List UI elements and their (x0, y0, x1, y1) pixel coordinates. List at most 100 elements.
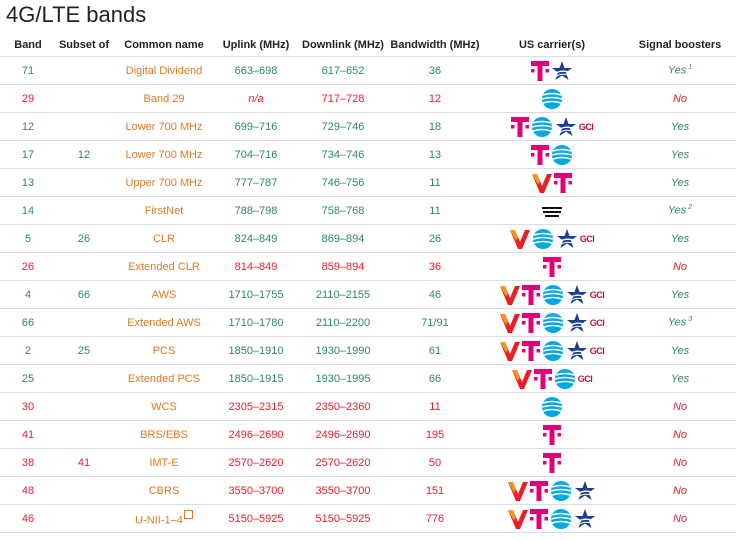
signal-boosters-cell: Yes (624, 364, 736, 393)
common-name-cell: Digital Dividend (112, 56, 216, 85)
tmobile-logo-icon (530, 508, 548, 530)
band-cell: 38 (0, 448, 56, 477)
band-cell: 48 (0, 476, 56, 505)
page-title: 4G/LTE bands (6, 2, 147, 27)
carriers-cell (480, 420, 624, 449)
uscellular-logo-icon (574, 480, 596, 502)
common-name-cell: AWS (112, 280, 216, 309)
booster-status: No (672, 428, 688, 441)
booster-status: Yes (670, 148, 690, 161)
downlink-cell: 2570–2620 (296, 448, 390, 477)
downlink-cell: 746–756 (296, 168, 390, 197)
tmobile-logo-icon (531, 144, 549, 166)
uplink-cell: 3550–3700 (216, 476, 296, 505)
common-name-cell: Extended PCS (112, 364, 216, 393)
footnote-link[interactable]: 2 (688, 204, 693, 212)
subset-cell (56, 504, 112, 533)
booster-status: Yes (670, 232, 690, 245)
verizon-logo-icon (499, 284, 520, 306)
carrier-logos (480, 449, 624, 476)
external-link-icon[interactable] (183, 510, 193, 520)
att-logo-icon (554, 368, 576, 390)
uscellular-logo-icon (566, 284, 588, 306)
carrier-logos: GCI (480, 309, 624, 336)
common-name-cell: U-NII-1–4 (112, 504, 216, 533)
carriers-cell (480, 392, 624, 421)
band-cell: 5 (0, 224, 56, 253)
uplink-cell: 699–716 (216, 112, 296, 141)
booster-status: Yes (667, 204, 687, 217)
booster-status: No (672, 260, 688, 273)
verizon-logo-icon (511, 368, 532, 390)
tmobile-logo-icon (543, 452, 561, 474)
uplink-cell: 814–849 (216, 252, 296, 281)
carrier-logos (480, 477, 624, 504)
uscellular-logo-icon (566, 312, 588, 334)
common-name-cell: CBRS (112, 476, 216, 505)
carrier-logos (480, 85, 624, 112)
uplink-cell: 1850–1915 (216, 364, 296, 393)
tmobile-logo-icon (554, 172, 572, 194)
bandwidth-cell: 12 (390, 84, 480, 113)
band-cell: 41 (0, 420, 56, 449)
carriers-cell (480, 140, 624, 169)
booster-status: No (672, 456, 688, 469)
carrier-logos (480, 505, 624, 532)
downlink-cell: 2350–2360 (296, 392, 390, 421)
carriers-cell (480, 84, 624, 113)
table-row: 26 Extended CLR 814–849 859–894 36 No (0, 252, 736, 281)
band-cell: 17 (0, 140, 56, 169)
table-row: 17 12 Lower 700 MHz 704–716 734–746 13 Yes (0, 140, 736, 169)
common-name-cell: WCS (112, 392, 216, 421)
att-logo-icon (542, 312, 564, 334)
firstnet-logo-icon (541, 200, 563, 222)
uplink-cell: n/a (216, 84, 296, 113)
signal-boosters-cell: Yes (624, 112, 736, 141)
subset-cell (56, 168, 112, 197)
carrier-logos (480, 421, 624, 448)
carrier-logos: GCI (480, 281, 624, 308)
tmobile-logo-icon (521, 284, 540, 306)
carriers-cell: GCI (480, 112, 624, 141)
uplink-cell: 2305–2315 (216, 392, 296, 421)
footnote-link[interactable]: 1 (688, 64, 693, 72)
band-cell: 12 (0, 112, 56, 141)
downlink-cell: 2110–2155 (296, 280, 390, 309)
band-cell: 14 (0, 196, 56, 225)
att-logo-icon (542, 284, 564, 306)
booster-status: Yes (670, 120, 690, 133)
table-row: 71 Digital Dividend 663–698 617–652 36 Yes 1 (0, 56, 736, 85)
att-logo-icon (531, 116, 553, 138)
table-row: 5 26 CLR 824–849 869–894 26 GCI Yes (0, 224, 736, 253)
bandwidth-cell: 11 (390, 196, 480, 225)
subset-cell: 12 (56, 140, 112, 169)
uplink-cell: 5150–5925 (216, 504, 296, 533)
downlink-cell: 2110–2200 (296, 308, 390, 337)
booster-status: No (672, 484, 688, 497)
common-name-cell: Lower 700 MHz (112, 112, 216, 141)
band-cell: 13 (0, 168, 56, 197)
uplink-cell: 704–716 (216, 140, 296, 169)
common-name-cell: BRS/EBS (112, 420, 216, 449)
bandwidth-cell: 61 (390, 336, 480, 365)
verizon-logo-icon (532, 172, 552, 194)
table-row: 4 66 AWS 1710–1755 2110–2155 46 GCI Yes (0, 280, 736, 309)
bandwidth-cell: 71/91 (390, 308, 480, 337)
booster-status: No (672, 400, 688, 413)
uplink-cell: 1850–1910 (216, 336, 296, 365)
signal-boosters-cell: No (624, 420, 736, 449)
uplink-cell: 788–798 (216, 196, 296, 225)
carriers-cell: GCI (480, 364, 624, 393)
bandwidth-cell: 50 (390, 448, 480, 477)
footnote-link[interactable]: 3 (688, 316, 693, 324)
carriers-cell (480, 56, 624, 85)
carrier-logos: GCI (480, 113, 624, 140)
signal-boosters-cell: No (624, 84, 736, 113)
tmobile-logo-icon (510, 116, 529, 138)
carrier-logos (480, 253, 624, 280)
subset-cell (56, 252, 112, 281)
carriers-cell (480, 196, 624, 225)
bandwidth-cell: 776 (390, 504, 480, 533)
lte-bands-table: Band Subset of Common name Uplink (MHz) … (0, 34, 736, 533)
header-common-name: Common name (124, 39, 204, 51)
